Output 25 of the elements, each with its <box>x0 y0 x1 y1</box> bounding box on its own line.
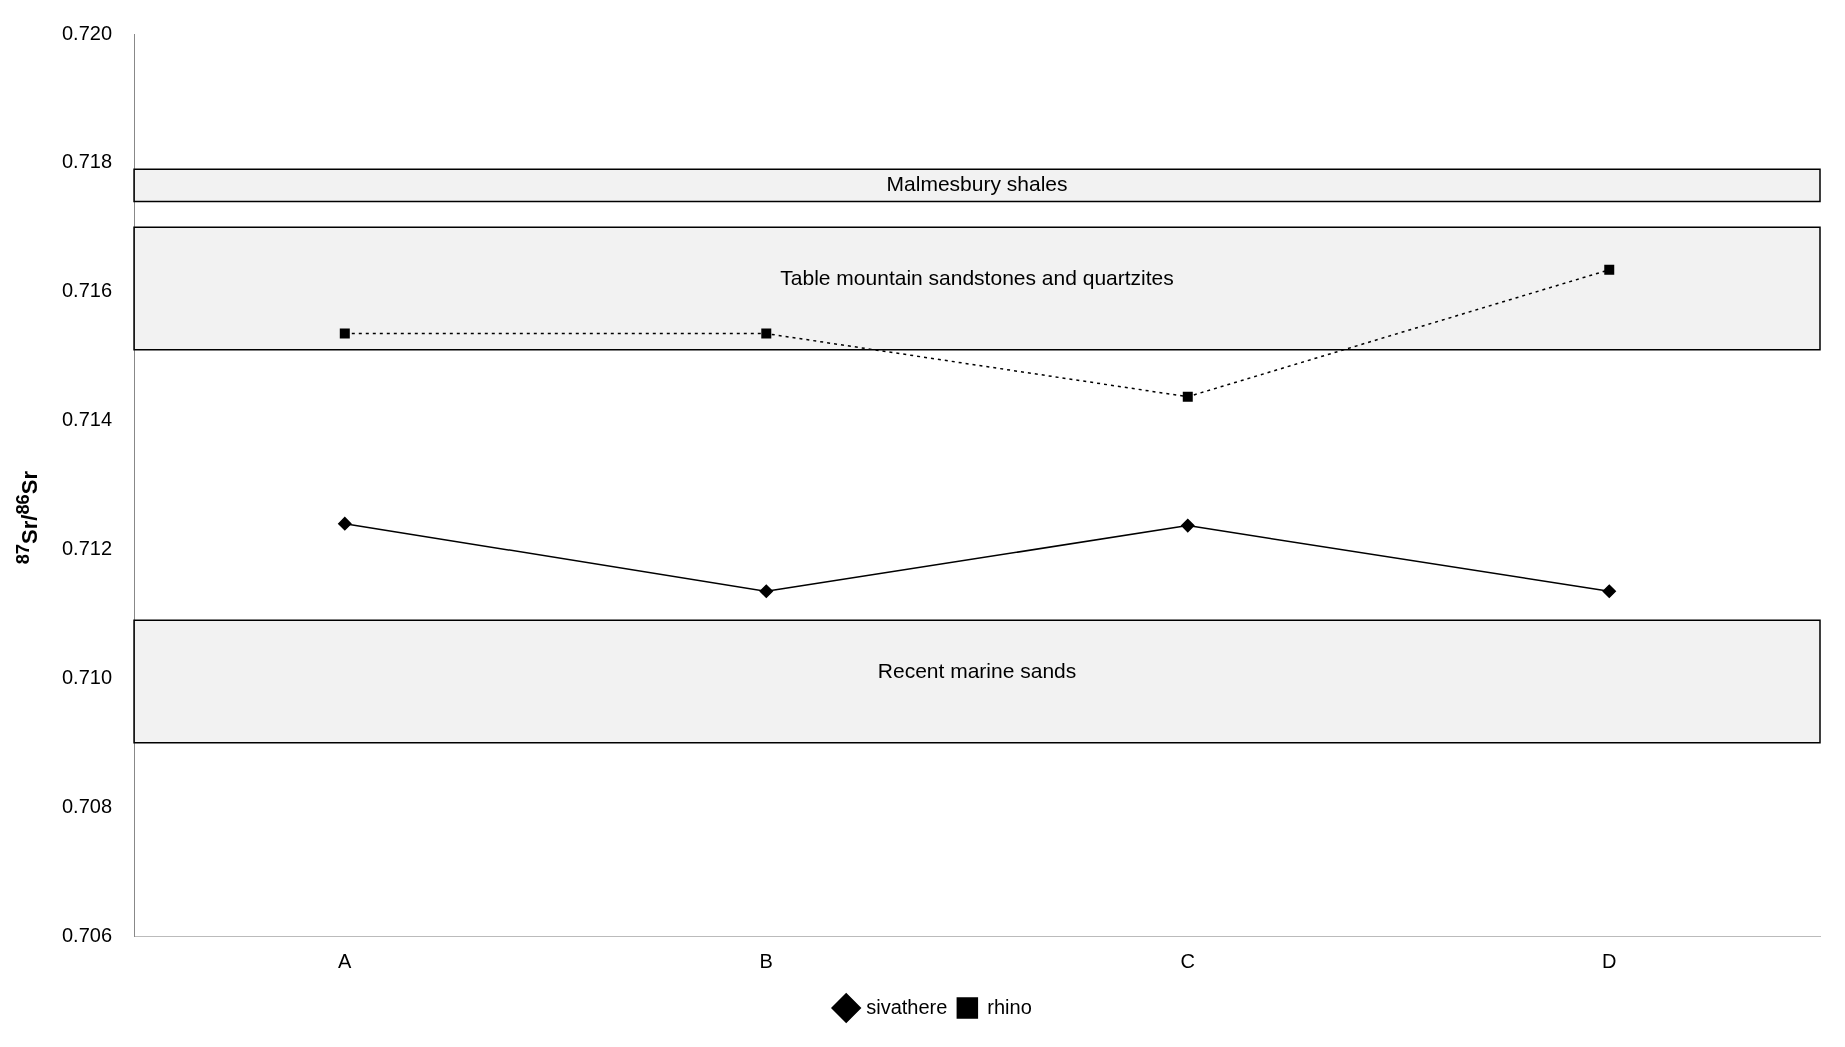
y-tick-label: 0.706 <box>61 923 113 946</box>
y-tick-label: 0.718 <box>61 150 113 173</box>
point <box>339 328 350 339</box>
y-tick-label: 0.712 <box>61 536 113 559</box>
point <box>1602 584 1617 599</box>
y-tick-label: 0.720 <box>61 21 113 44</box>
point <box>759 584 774 599</box>
x-tick-label: B <box>759 949 773 972</box>
x-tick-label: C <box>1180 949 1195 972</box>
legend-label: sivathere <box>866 995 948 1018</box>
x-tick-label: D <box>1602 949 1617 972</box>
y-tick-label: 0.708 <box>61 794 113 817</box>
x-tick-label: A <box>338 949 353 972</box>
band-label: Malmesbury shales <box>886 172 1068 196</box>
point <box>338 516 352 531</box>
legend-label: rhino <box>987 995 1032 1018</box>
point <box>761 328 772 339</box>
y-tick-label: 0.714 <box>61 408 113 431</box>
point <box>1182 391 1193 402</box>
y-tick-label: 0.716 <box>61 279 113 302</box>
y-tick-label: 0.710 <box>61 665 113 688</box>
point <box>1604 264 1615 275</box>
band-label: Recent marine sands <box>877 659 1077 683</box>
point <box>1181 518 1195 533</box>
band-label: Table mountain sandstones and quartzites <box>780 266 1174 290</box>
